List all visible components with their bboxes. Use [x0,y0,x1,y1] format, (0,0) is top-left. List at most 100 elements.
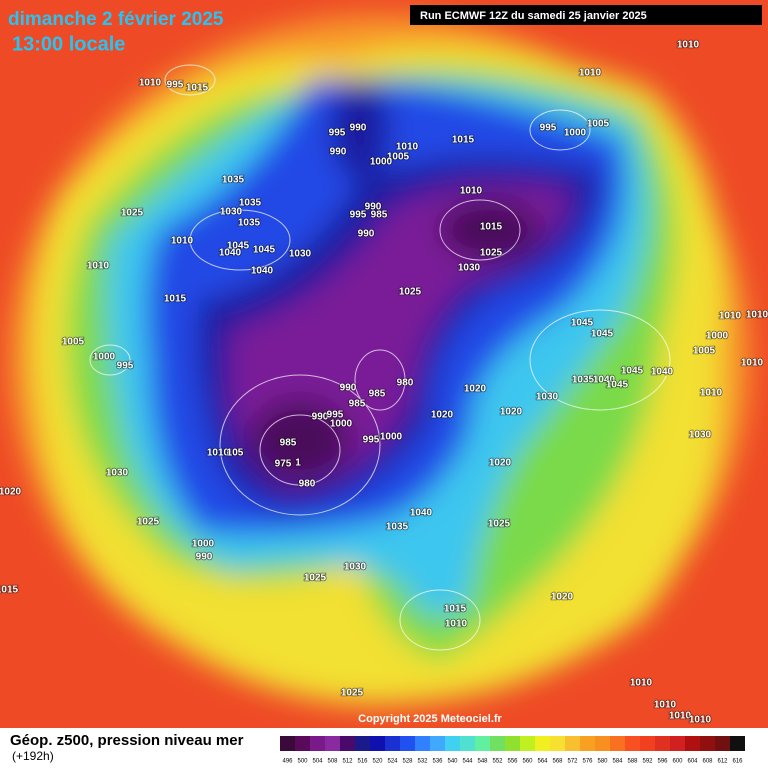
isobar-label: 990 [330,147,347,158]
scale-swatch [700,736,715,751]
isobar-label: 1025 [121,208,144,219]
scale-label: 568 [552,759,563,765]
scale-swatch [475,736,490,751]
scale-swatch [370,736,385,751]
scale-label: 604 [687,759,698,765]
isobar-label: 990 [358,229,375,240]
isobar-label: 1010 [579,68,602,79]
scale-label: 512 [342,759,353,765]
isobar-label: 1025 [480,248,503,259]
isobar-label: 1025 [304,573,327,584]
isobar-label: 1045 [591,329,614,340]
isobar-label: 990 [340,383,357,394]
scale-label: 508 [327,759,338,765]
isobar-label: 1000 [564,128,587,139]
scale-swatch [430,736,445,751]
isobar-label: 1010 [719,311,742,322]
isobar-label: 1030 [106,468,129,479]
isobar-label: 1 [295,458,301,469]
isobar-label: 1010 [460,186,483,197]
scale-label: 548 [477,759,488,765]
scale-swatch [640,736,655,751]
geopotential-field [10,15,750,705]
scale-label: 556 [507,759,518,765]
scale-swatch [670,736,685,751]
scale-label: 580 [597,759,608,765]
isobar-label: 1010 [207,448,230,459]
scale-swatch [460,736,475,751]
scale-label: 500 [297,759,308,765]
scale-label: 536 [432,759,443,765]
isobar-label: 1030 [458,263,481,274]
scale-swatch [385,736,400,751]
scale-swatch [535,736,550,751]
scale-label: 560 [522,759,533,765]
isobar-label: 1010 [171,236,194,247]
isobar-label: 1030 [220,207,243,218]
isobar-label: 1040 [410,508,433,519]
scale-swatch [355,736,370,751]
isobar-label: 1000 [330,419,353,430]
isobar-label: 990 [312,412,329,423]
scale-label: 552 [492,759,503,765]
scale-swatch [685,736,700,751]
scale-label: 544 [462,759,473,765]
isobar-label: 985 [280,438,297,449]
isobar-label: 1045 [253,245,276,256]
isobar-label: 1010 [139,78,162,89]
scale-label: 540 [447,759,458,765]
isobar-label: 1015 [164,294,187,305]
scale-label: 600 [672,759,683,765]
isobar-label: 1045 [606,380,629,391]
isobar-label: 1010 [87,261,110,272]
isobar-label: 1025 [399,287,422,298]
isobar-label: 1025 [341,688,364,699]
scale-swatch [310,736,325,751]
scale-label: 588 [627,759,638,765]
isobar-label: 1025 [137,517,160,528]
isobar-label: 1005 [587,119,610,130]
isobar-label: 995 [327,410,344,421]
scale-label: 504 [312,759,323,765]
run-box [410,5,762,25]
scale-swatch [325,736,340,751]
isobar-label: 1030 [344,562,367,573]
isobar-label: 990 [365,202,382,213]
isobar-label: 1040 [219,248,242,259]
isobar-label: 1035 [572,375,595,386]
scale-label: 520 [372,759,383,765]
isobars [89,64,671,651]
isobar-label: 990 [350,123,367,134]
isobar-label: 1010 [741,358,764,369]
isobar-label: 1005 [62,337,85,348]
isobar-label: 1030 [289,249,312,260]
isobar-label: 1010 [669,711,692,722]
scale-swatch [625,736,640,751]
isobar-label: 995 [117,361,134,372]
isobar-label: 105 [227,448,244,459]
scale-label: 576 [582,759,593,765]
isobar-label: 1025 [488,519,511,530]
isobar-label: 1015 [452,135,475,146]
scale-swatch [655,736,670,751]
isobar-label: 1010 [677,40,700,51]
isobar-label: 995 [363,435,380,446]
scale-swatch [520,736,535,751]
isobar-label: 985 [369,389,386,400]
color-scale: 496 500 504 508 512 516 520 524 528 532 536 540 544 5… [280,736,745,765]
scale-swatch [280,736,295,751]
isobar-label: 1010 [689,715,712,726]
isobar-label: 1045 [227,241,250,252]
scale-swatch [715,736,730,751]
scale-label: 524 [387,759,398,765]
isobar-label: 980 [397,378,414,389]
isobar-label: 1010 [630,678,653,689]
isobar-label: 1020 [489,458,512,469]
isobar-label: 1035 [222,175,245,186]
scale-label: 592 [642,759,653,765]
isobar-label: 995 [540,123,557,134]
scale-label: 616 [732,759,743,765]
subtitle: 13:00 locale [12,33,125,55]
scale-label: 572 [567,759,578,765]
